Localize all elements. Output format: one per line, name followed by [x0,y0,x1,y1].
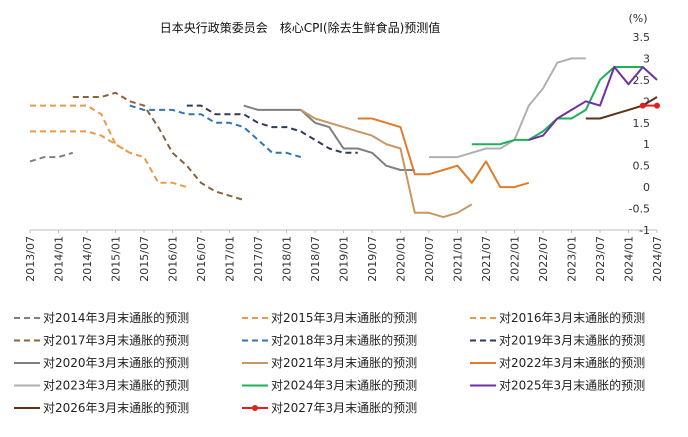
x-tick-label: 2021/01 [452,236,465,282]
legend-label: 对2021年3月末通胀的预测 [271,355,417,370]
x-tick-label: 2018/01 [281,236,294,282]
legend-marker [252,405,258,411]
y-axis-unit-label: (%) [628,12,647,25]
chart-title: 日本央行政策委员会 核心CPI(除去生鲜食品)预测值 [160,20,441,35]
series-line-3 [72,91,244,201]
legend-item: 对2026年3月末通胀的预测 [14,400,189,415]
series-line-0 [29,151,74,163]
legend-item: 对2019年3月末通胀的预测 [470,333,645,348]
legend-label: 对2019年3月末通胀的预测 [499,333,645,348]
series-line-11 [528,66,658,141]
y-tick-label: 1.5 [633,117,651,130]
y-tick-label: -1 [639,224,650,237]
series-line-1 [30,130,131,154]
y-tick-label: 2 [643,95,650,108]
x-tick-label: 2022/07 [537,236,550,282]
legend-label: 对2022年3月末通胀的预测 [499,355,645,370]
legend-label: 对2024年3月末通胀的预测 [271,378,417,393]
legend-label: 对2023年3月末通胀的预测 [43,378,189,393]
y-tick-label: 0.5 [633,160,651,173]
legend-label: 对2014年3月末通胀的预测 [43,310,189,325]
legend-item: 对2023年3月末通胀的预测 [14,378,189,393]
y-tick-label: 3 [643,52,650,65]
x-tick-label: 2023/07 [594,236,607,282]
legend-item: 对2024年3月末通胀的预测 [242,378,417,393]
legend-label: 对2015年3月末通胀的预测 [271,310,417,325]
series-line-10 [471,66,643,146]
x-tick-label: 2022/01 [509,236,522,282]
legend-item: 对2016年3月末通胀的预测 [470,310,645,325]
legend-label: 对2026年3月末通胀的预测 [43,400,189,415]
legend-label: 对2016年3月末通胀的预测 [499,310,645,325]
x-tick-label: 2016/07 [195,236,208,282]
x-tick-label: 2018/07 [309,236,322,282]
legend: 对2014年3月末通胀的预测 对2015年3月末通胀的预测 对2016年3月末通胀的… [14,310,645,415]
y-tick-label: 3.5 [633,31,651,44]
legend-item: 对2014年3月末通胀的预测 [14,310,189,325]
x-tick-label: 2014/01 [53,236,66,282]
y-axis: -1 -0.5 0 0.5 1 1.5 2 2.5 3 3.5 [629,31,650,237]
legend-item: 对2020年3月末通胀的预测 [14,355,189,370]
y-tick-label: -0.5 [629,203,650,216]
x-tick-label: 2013/07 [24,236,37,282]
y-tick-label: 1 [643,138,650,151]
y-tick-label: 2.5 [633,74,651,87]
x-tick-label: 2024/01 [623,236,636,282]
legend-label: 对2017年3月末通胀的预测 [43,333,189,348]
x-tick-label: 2020/01 [395,236,408,282]
legend-item: 对2017年3月末通胀的预测 [14,333,189,348]
x-tick-label: 2016/01 [167,236,180,282]
legend-item: 对2022年3月末通胀的预测 [470,355,645,370]
x-tick-label: 2020/07 [423,236,436,282]
series-line-2 [30,104,188,189]
legend-item: 对2015年3月末通胀的预测 [242,310,417,325]
legend-item: 对2027年3月末通胀的预测 [242,400,417,415]
x-tick-label: 2015/01 [110,236,123,282]
series-line-5 [186,104,358,154]
legend-item: 对2021年3月末通胀的预测 [242,355,417,370]
x-tick-label: 2014/07 [81,236,94,282]
legend-label: 对2027年3月末通胀的预测 [271,400,417,415]
series-line-8 [357,117,530,189]
x-tick-label: 2017/07 [252,236,265,282]
x-tick-label: 2019/01 [338,236,351,282]
series-line-7 [300,109,473,219]
legend-item: 对2018年3月末通胀的预测 [242,333,417,348]
series-line-6 [243,104,415,171]
x-axis: 2013/07 2014/01 2014/07 2015/01 2015/07 2016/… [24,230,664,282]
legend-label: 对2018年3月末通胀的预测 [271,333,417,348]
legend-label: 对2025年3月末通胀的预测 [499,378,645,393]
x-tick-label: 2019/07 [366,236,379,282]
series-point-13 [639,102,646,109]
x-tick-label: 2021/07 [480,236,493,282]
x-tick-label: 2024/07 [651,236,664,282]
legend-label: 对2020年3月末通胀的预测 [43,355,189,370]
x-tick-label: 2015/07 [138,236,151,282]
y-tick-label: 0 [643,181,650,194]
series-line-9 [429,57,586,159]
x-tick-label: 2023/01 [566,236,579,282]
series-point-13 [654,102,660,109]
x-tick-label: 2017/01 [224,236,237,282]
plot-area [29,57,660,219]
legend-item: 对2025年3月末通胀的预测 [470,378,645,393]
